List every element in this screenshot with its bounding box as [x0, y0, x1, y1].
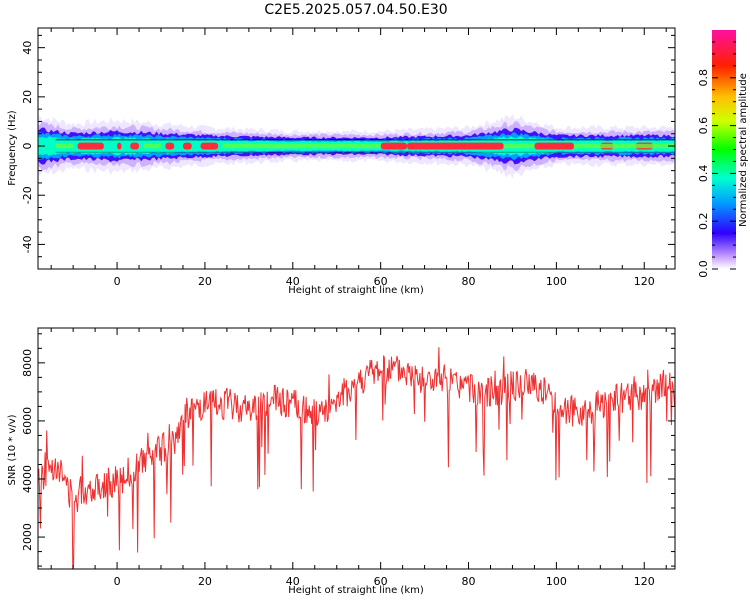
x-tick-label: 20	[198, 275, 212, 288]
spectrogram-hot-segment	[200, 142, 219, 150]
spectrogram-x-tick-labels: 0 20 40 60 80 100 120	[114, 275, 655, 288]
chart-title: C2E5.2025.057.04.50.E30	[264, 2, 447, 18]
snr-y-axis-label: SNR (10 * v/v)	[7, 414, 18, 485]
y-tick-label: 8000	[21, 349, 34, 377]
x-tick-label: 40	[286, 275, 300, 288]
x-tick-label: 100	[546, 275, 567, 288]
spectrogram-warm-segment	[573, 143, 675, 149]
spectrogram-hot-segment	[165, 142, 175, 150]
spectrogram-warm-segment	[503, 143, 535, 149]
y-tick-label: 6000	[21, 407, 34, 435]
x-tick-label: 60	[374, 575, 388, 588]
snr-ticks	[38, 328, 675, 569]
spectrogram-warm-segment	[222, 143, 381, 149]
spectrogram-ticks	[38, 28, 675, 270]
y-tick-label: 0	[21, 143, 34, 150]
x-tick-label: 40	[286, 575, 300, 588]
colorbar-tick-label: 0.6	[697, 117, 710, 135]
spectrogram-hot-segment	[77, 142, 104, 150]
spectrogram-hot-segment	[117, 142, 122, 150]
colorbar-tick-label: 0.4	[697, 165, 710, 183]
x-tick-label: 100	[546, 575, 567, 588]
y-tick-label: 40	[21, 41, 34, 55]
spectrogram-warm-segment	[143, 143, 162, 149]
spectrogram-hot-segment	[534, 142, 574, 150]
snr-frame	[37, 327, 676, 570]
snr-panel: 0 20 40 60 80 100 120 8000 6000 4000 2000 Height …	[7, 327, 676, 596]
spectrogram-hot-segment	[130, 142, 140, 150]
spectrogram-heatmap	[38, 113, 675, 179]
x-tick-label: 0	[114, 575, 121, 588]
colorbar-tick-labels: 0.0 0.2 0.4 0.6 0.8	[697, 69, 710, 278]
y-tick-label: 2000	[21, 523, 34, 551]
spectrogram-y-tick-labels: 40 20 0 -20 -40	[21, 41, 34, 254]
colorbar: 0.0 0.2 0.4 0.6 0.8 Normalized spectral ampl…	[697, 30, 749, 278]
y-tick-label: 20	[21, 90, 34, 104]
spectrogram-hot-segment	[407, 142, 504, 150]
x-tick-label: 120	[634, 575, 655, 588]
colorbar-tick-label: 0.8	[697, 69, 710, 87]
snr-x-tick-labels: 0 20 40 60 80 100 120	[114, 575, 655, 588]
spectrogram-y-axis-label: Frequency (Hz)	[7, 110, 18, 186]
snr-line	[38, 347, 675, 569]
spectrogram-hot-segment	[182, 142, 192, 150]
snr-x-axis-label: Height of straight line (km)	[288, 585, 424, 596]
colorbar-gradient	[712, 30, 736, 269]
colorbar-label: Normalized spectral amplitude	[738, 73, 749, 227]
y-tick-label: -40	[21, 235, 34, 253]
x-tick-label: 0	[114, 275, 121, 288]
colorbar-ticks	[712, 41, 736, 270]
x-tick-label: 80	[462, 575, 476, 588]
x-tick-label: 60	[374, 275, 388, 288]
spectrogram-panel: 0 20 40 60 80 100 120 40 20 0 -20 -40 Height of st…	[7, 27, 676, 296]
y-tick-label: -20	[21, 186, 34, 204]
colorbar-tick-label: 0.0	[697, 260, 710, 278]
y-tick-label: 4000	[21, 465, 34, 493]
spectrogram-x-axis-label: Height of straight line (km)	[288, 285, 424, 296]
colorbar-tick-label: 0.2	[697, 212, 710, 230]
x-tick-label: 120	[634, 275, 655, 288]
spectrogram-warm-segment	[55, 143, 74, 149]
x-tick-label: 20	[198, 575, 212, 588]
x-tick-label: 80	[462, 275, 476, 288]
snr-y-tick-labels: 8000 6000 4000 2000	[21, 349, 34, 551]
spectrogram-hot-segment	[380, 142, 408, 150]
spectrogram-frame	[37, 27, 676, 270]
